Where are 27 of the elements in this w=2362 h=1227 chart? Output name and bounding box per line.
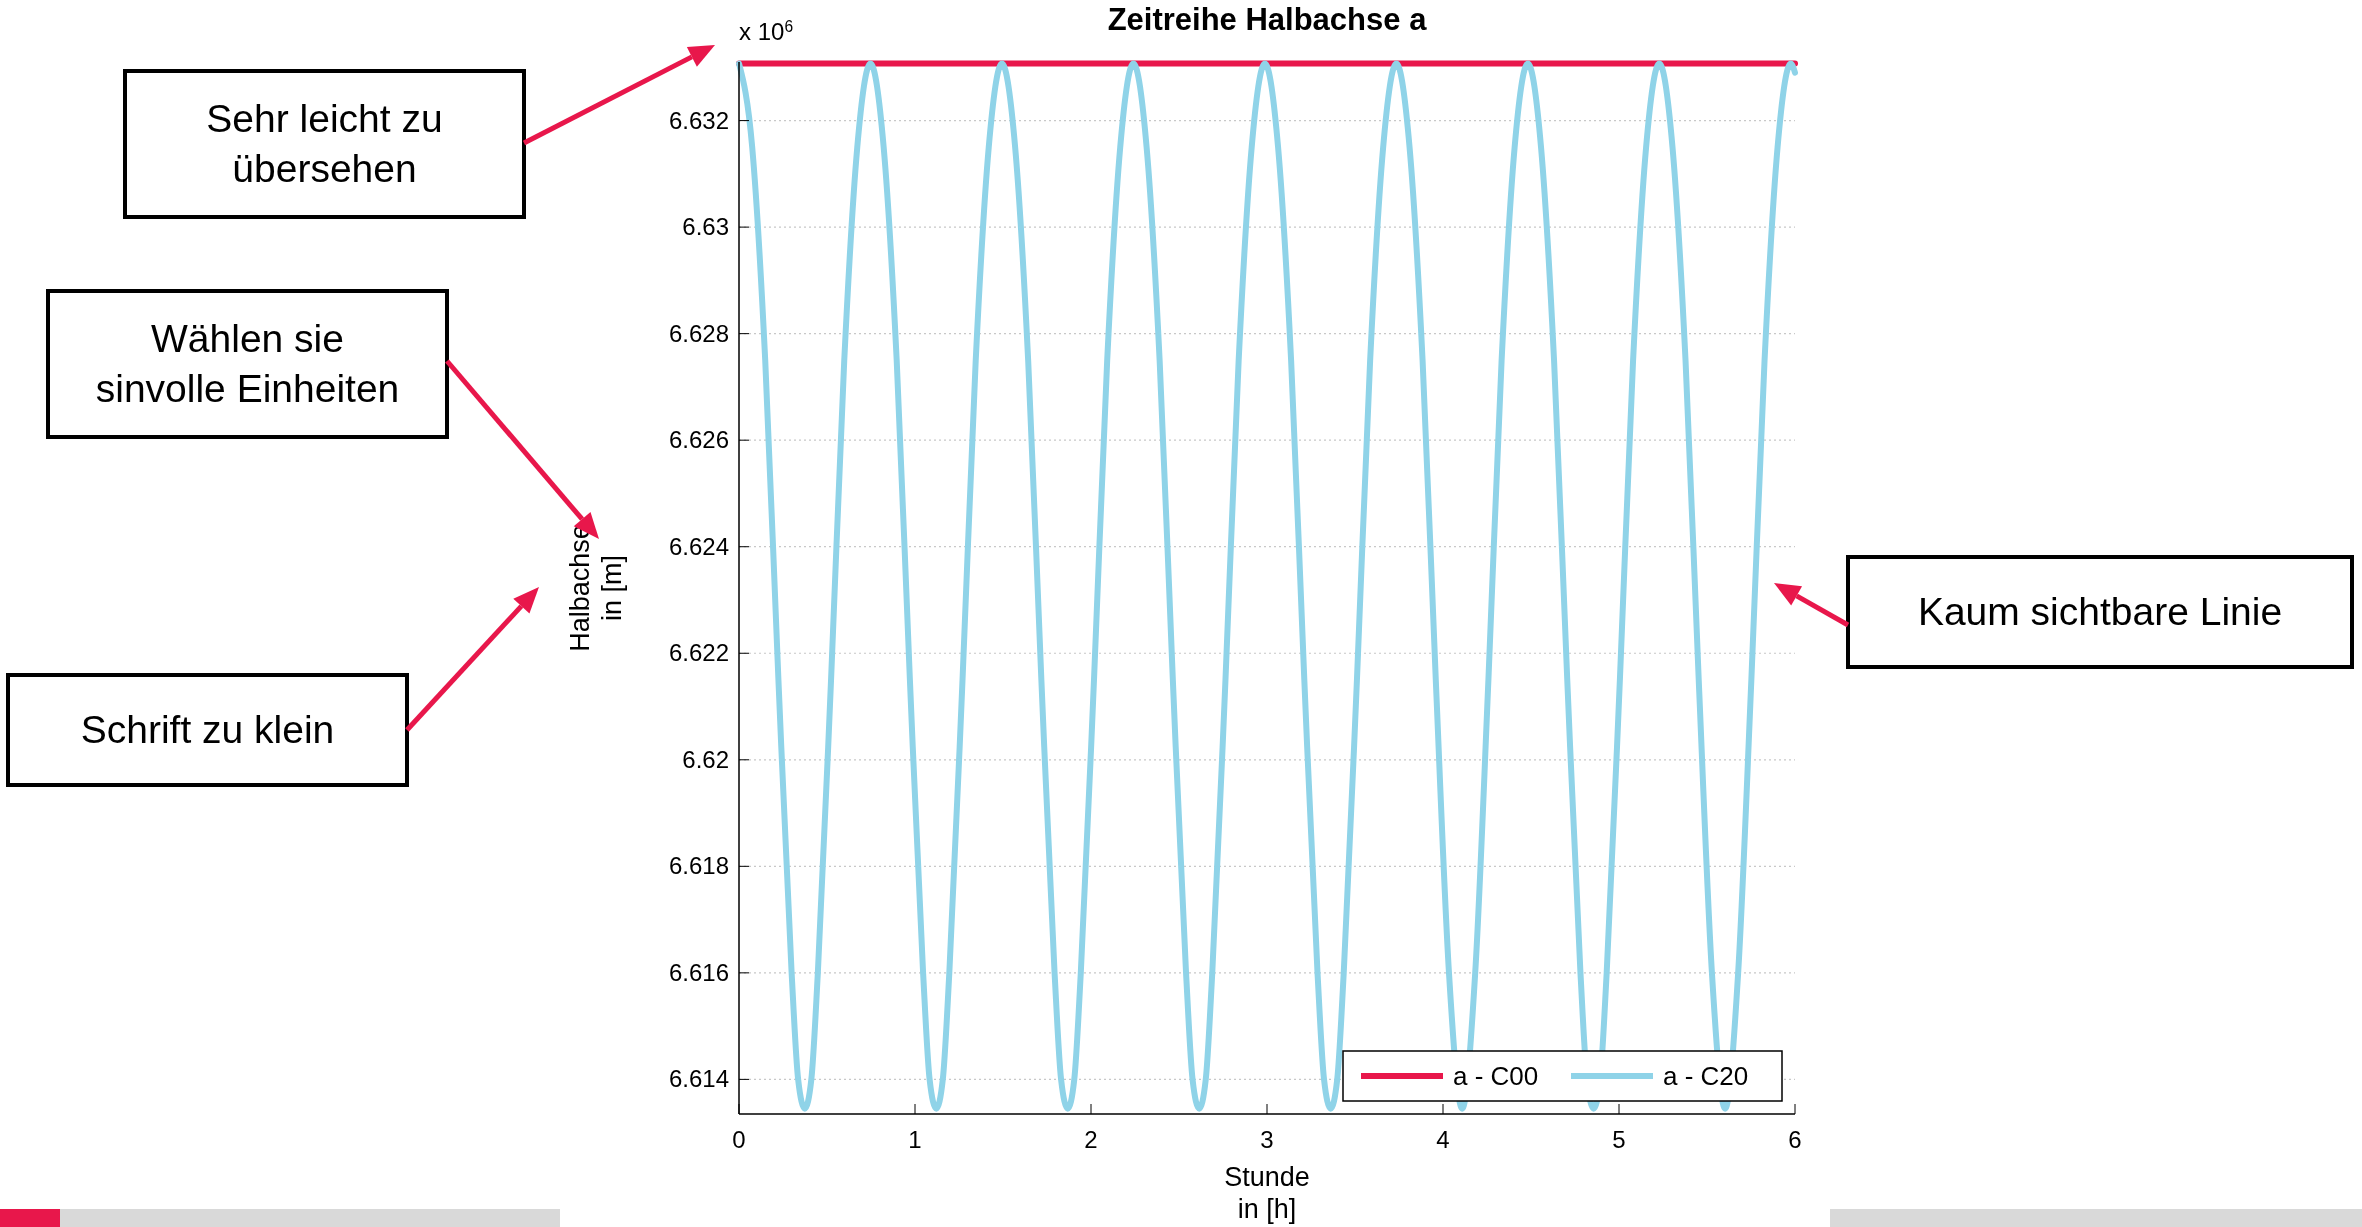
legend-label: a - C00 xyxy=(1453,1061,1539,1091)
x-tick-label: 0 xyxy=(732,1126,746,1153)
x-axis-title: Stunde in [h] xyxy=(1224,1162,1310,1224)
y-tick-label: 6.618 xyxy=(668,852,729,880)
x-tick-label: 3 xyxy=(1260,1126,1274,1153)
chart-title: Zeitreihe Halbachse a xyxy=(1107,2,1428,37)
text: Sehr leicht zu übersehen xyxy=(206,97,443,190)
y-axis-title: Halbachse in [m] xyxy=(565,524,627,652)
text: Kaum sichtbare Linie xyxy=(1917,590,2283,633)
x-tick-label: 4 xyxy=(1436,1126,1450,1153)
y-tick-label: 6.632 xyxy=(668,106,729,134)
y-tick-label: 6.614 xyxy=(668,1065,729,1093)
y-tick-label: 6.624 xyxy=(668,532,729,560)
x-tick-label: 1 xyxy=(908,1126,922,1153)
text: x 10$^{6}$ xyxy=(739,17,794,45)
y-tick-label: 6.616 xyxy=(668,958,729,986)
y-tick-label: 6.628 xyxy=(668,319,729,347)
legend-label: a - C20 xyxy=(1663,1061,1749,1091)
y-tick-label: 6.63 xyxy=(682,213,729,241)
y-tick-label: 6.62 xyxy=(682,745,729,773)
y-tick-label: 6.622 xyxy=(668,639,729,667)
x-tick-label: 2 xyxy=(1084,1126,1098,1153)
text: Schrift zu klein xyxy=(80,708,335,751)
y-tick-label: 6.626 xyxy=(668,426,729,454)
x-tick-label: 5 xyxy=(1612,1126,1626,1153)
text: Wählen sie sinvolle Einheiten xyxy=(95,317,400,410)
x-tick-label: 6 xyxy=(1788,1126,1802,1153)
